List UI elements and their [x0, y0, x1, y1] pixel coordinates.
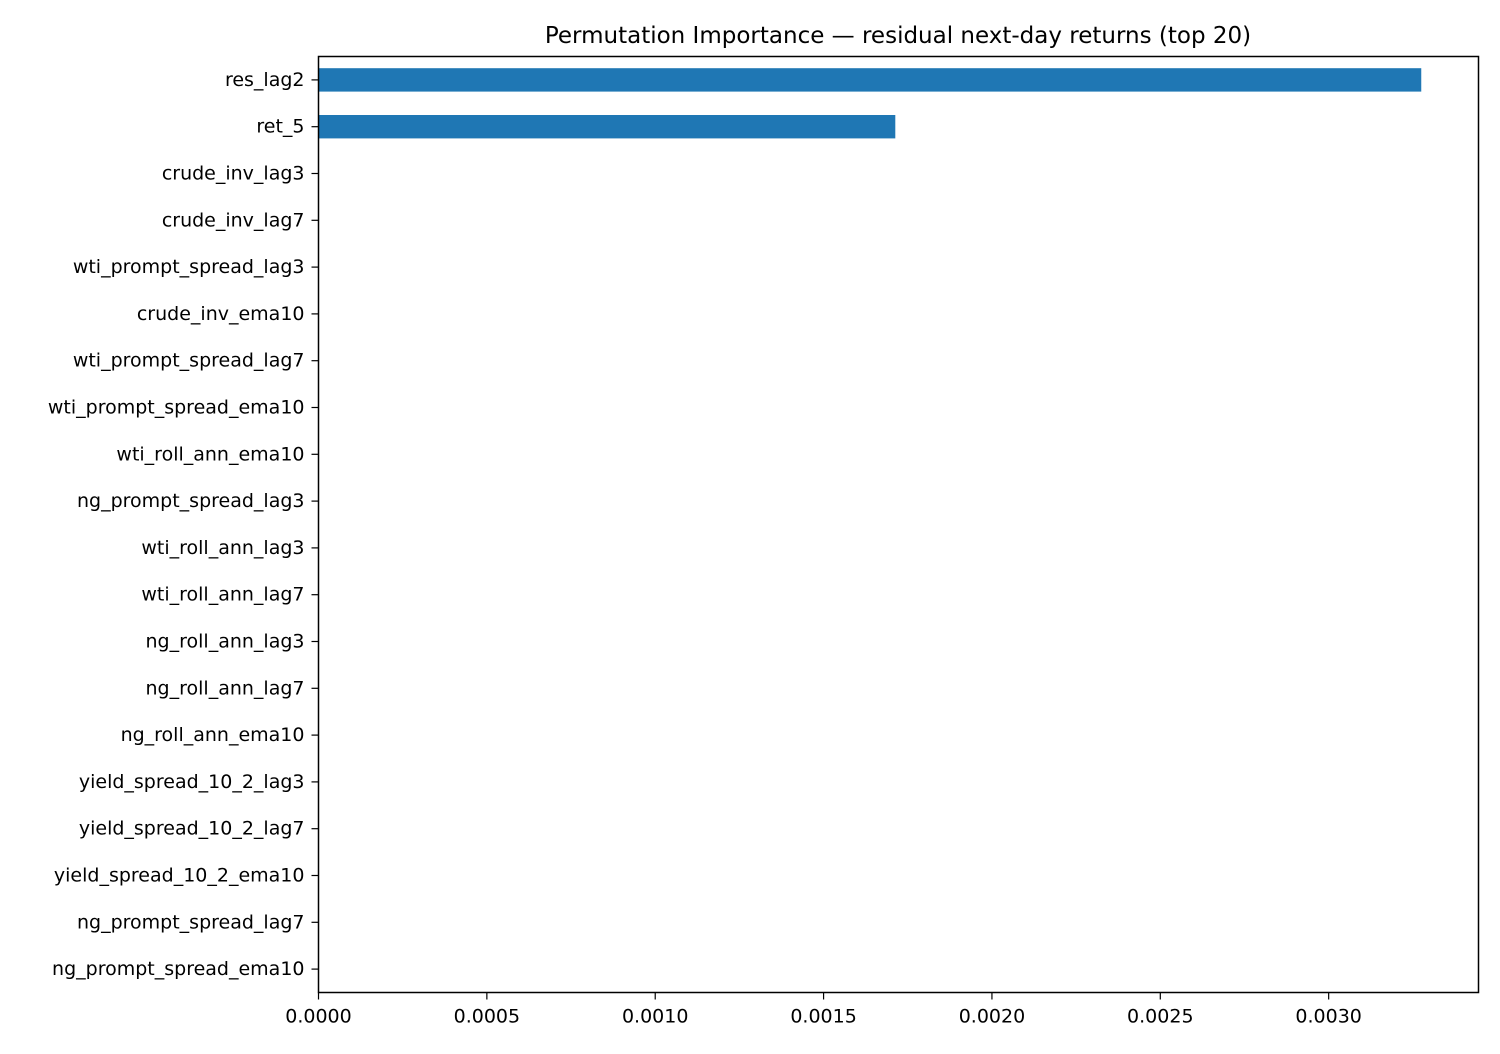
y-tick-label: crude_inv_ema10 [137, 303, 305, 325]
y-tick-label: crude_inv_lag7 [162, 209, 305, 231]
y-tick-label: yield_spread_10_2_lag7 [79, 818, 305, 840]
x-tick-label: 0.0020 [959, 1006, 1025, 1028]
y-tick-label: crude_inv_lag3 [162, 163, 305, 185]
bars-layer [318, 68, 1422, 139]
y-tick-label: yield_spread_10_2_ema10 [54, 865, 305, 887]
y-tick-label: ng_prompt_spread_lag3 [77, 490, 305, 512]
y-tick-label: res_lag2 [225, 69, 305, 91]
y-tick-label: wti_roll_ann_ema10 [116, 443, 304, 465]
bar-ret_5 [318, 115, 896, 139]
chart-title: Permutation Importance — residual next-d… [545, 23, 1251, 49]
y-tick-label: ng_prompt_spread_ema10 [52, 958, 304, 980]
y-tick-label: ng_roll_ann_lag7 [146, 677, 305, 699]
x-tick-label: 0.0025 [1127, 1006, 1193, 1028]
x-tick-label: 0.0015 [790, 1006, 856, 1028]
x-tick-label: 0.0000 [285, 1006, 351, 1028]
y-tick-label: yield_spread_10_2_lag3 [79, 771, 305, 793]
bar-res_lag2 [318, 68, 1422, 92]
y-tick-label: wti_prompt_spread_ema10 [48, 397, 305, 419]
x-tick-label: 0.0005 [454, 1006, 520, 1028]
y-tick-label: wti_roll_ann_lag3 [141, 537, 304, 559]
plot-frame [317, 55, 1480, 994]
y-tick-label: wti_prompt_spread_lag3 [73, 256, 305, 278]
y-tick-label: wti_prompt_spread_lag7 [73, 350, 305, 372]
y-tick-label: ret_5 [256, 116, 304, 138]
x-tick-label: 0.0010 [622, 1006, 688, 1028]
x-tick-label: 0.0030 [1295, 1006, 1361, 1028]
y-tick-label: wti_roll_ann_lag7 [141, 584, 304, 606]
y-axis-ticks: res_lag2 ret_5 crude_inv_lag3 crude_inv_lag… [48, 69, 319, 980]
y-tick-label: ng_roll_ann_ema10 [121, 724, 305, 746]
y-tick-label: ng_roll_ann_lag3 [146, 631, 305, 653]
x-axis-ticks: 0.0000 0.0005 0.0010 0.0015 0.0020 0.0025 0.00… [285, 992, 1362, 1028]
y-tick-label: ng_prompt_spread_lag7 [77, 911, 305, 933]
